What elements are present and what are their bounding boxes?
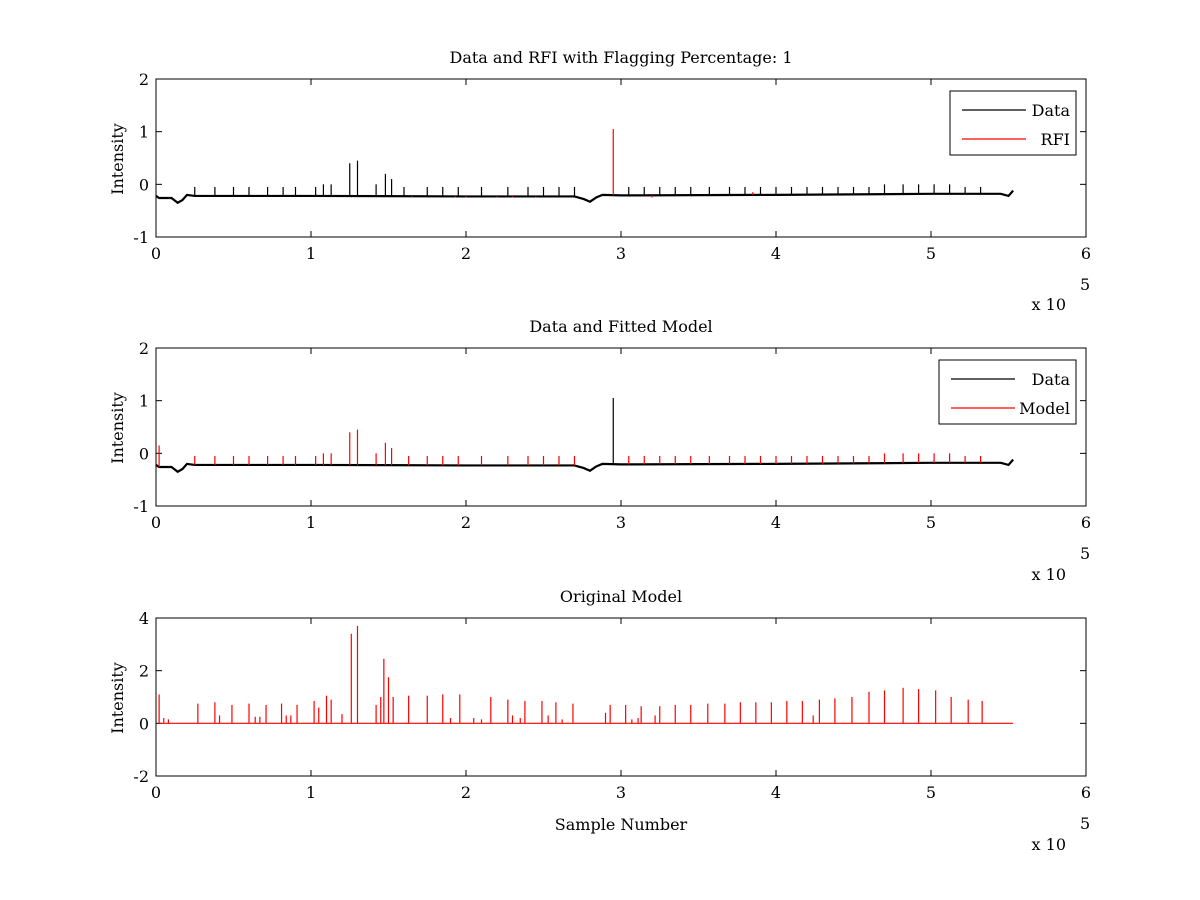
x-tick-label: 6 xyxy=(1081,783,1091,802)
series-model xyxy=(158,625,1014,724)
chart-panel-rfi: Data and RFI with Flagging Percentage: 1… xyxy=(108,48,1091,314)
x-multiplier-exponent: 5 xyxy=(1080,814,1090,833)
x-tick-label: 5 xyxy=(926,244,936,263)
legend: Data Model xyxy=(938,359,1077,425)
x-tick-label: 1 xyxy=(306,783,316,802)
x-tick-label: 4 xyxy=(771,783,781,802)
y-tick-label: 1 xyxy=(139,392,149,411)
y-tick-label: -1 xyxy=(133,228,149,247)
x-tick-label: 2 xyxy=(461,783,471,802)
y-tick-label: 2 xyxy=(139,662,149,681)
legend-box xyxy=(938,359,1077,425)
x-axis-label: Sample Number xyxy=(555,815,688,834)
x-tick-label: 5 xyxy=(926,513,936,532)
plot-area xyxy=(155,78,1087,238)
y-tick-label: 0 xyxy=(139,175,149,194)
chart-panel-original-model: Original Model Intensity Sample Number x… xyxy=(108,587,1091,854)
series-rfi xyxy=(411,129,754,198)
y-tick-label: 1 xyxy=(139,123,149,142)
x-tick-label: 0 xyxy=(151,513,161,532)
y-tick-label: 0 xyxy=(139,714,149,733)
legend-label: Data xyxy=(1032,101,1071,120)
y-axis-label: Intensity xyxy=(108,392,127,464)
plot-area xyxy=(155,617,1087,777)
plot-area xyxy=(155,347,1087,507)
legend-label: Model xyxy=(1019,399,1070,418)
series-model xyxy=(158,429,982,468)
x-multiplier-label: x 10 xyxy=(1032,835,1066,854)
chart-title: Original Model xyxy=(560,587,682,606)
y-tick-label: -1 xyxy=(133,497,149,516)
y-axis-label: Intensity xyxy=(108,123,127,195)
x-tick-label: 0 xyxy=(151,244,161,263)
legend-label: RFI xyxy=(1041,130,1070,149)
x-tick-label: 4 xyxy=(771,513,781,532)
chart-title: Data and RFI with Flagging Percentage: 1 xyxy=(449,48,792,67)
x-tick-label: 3 xyxy=(616,513,626,532)
y-axis-label: Intensity xyxy=(108,662,127,734)
y-tick-label: 0 xyxy=(139,444,149,463)
x-tick-label: 5 xyxy=(926,783,936,802)
y-tick-label: 2 xyxy=(139,339,149,358)
y-tick-label: -2 xyxy=(133,767,149,786)
y-tick-label: 4 xyxy=(139,609,149,628)
chart-title: Data and Fitted Model xyxy=(529,317,712,336)
x-tick-label: 3 xyxy=(616,783,626,802)
x-tick-label: 2 xyxy=(461,513,471,532)
legend-label: Data xyxy=(1032,370,1071,389)
x-tick-label: 4 xyxy=(771,244,781,263)
x-tick-label: 6 xyxy=(1081,513,1091,532)
x-tick-label: 0 xyxy=(151,783,161,802)
series-data xyxy=(194,160,982,197)
x-multiplier-label: x 10 xyxy=(1032,565,1066,584)
x-tick-label: 1 xyxy=(306,244,316,263)
legend: Data RFI xyxy=(949,90,1077,156)
x-multiplier-label: x 10 xyxy=(1032,295,1066,314)
x-tick-label: 3 xyxy=(616,244,626,263)
x-tick-label: 1 xyxy=(306,513,316,532)
x-tick-label: 2 xyxy=(461,244,471,263)
legend-box xyxy=(949,90,1077,156)
x-multiplier-exponent: 5 xyxy=(1080,544,1090,563)
x-tick-label: 6 xyxy=(1081,244,1091,263)
chart-panel-fitted-model: Data and Fitted Model Intensity x 10 5 0… xyxy=(108,317,1091,584)
x-multiplier-exponent: 5 xyxy=(1080,275,1090,294)
y-tick-label: 2 xyxy=(139,70,149,89)
